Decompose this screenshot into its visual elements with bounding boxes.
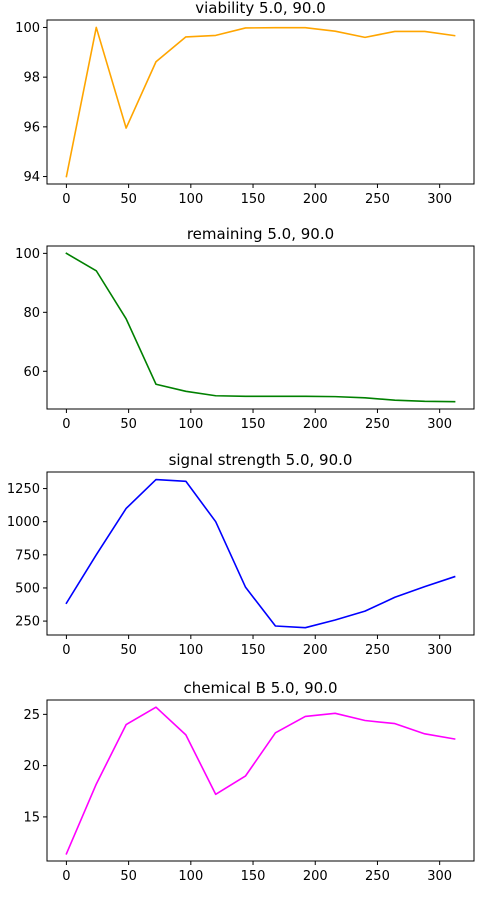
axes-frame [46, 19, 475, 185]
y-tick-label: 80 [23, 306, 40, 321]
chart-title: viability 5.0, 90.0 [195, 0, 326, 17]
x-tick-label: 150 [241, 869, 266, 884]
x-tick-label: 250 [365, 869, 390, 884]
x-tick-label: 100 [178, 192, 203, 207]
x-tick-label: 100 [178, 869, 203, 884]
y-tick-label: 250 [15, 615, 40, 630]
subplot-3: signal strength 5.0, 90.0 0 50 100 150 200 250… [7, 451, 475, 658]
x-tick-label: 200 [303, 417, 328, 432]
x-tick-label: 150 [241, 643, 266, 658]
chart-title: remaining 5.0, 90.0 [187, 225, 334, 243]
x-tick-label: 0 [62, 417, 70, 432]
x-tick-label: 250 [365, 417, 390, 432]
x-tick-label: 0 [62, 869, 70, 884]
x-tick-label: 200 [303, 192, 328, 207]
chart-title: chemical B 5.0, 90.0 [184, 679, 338, 697]
series-line [65, 252, 456, 403]
axes-frame [46, 245, 475, 410]
y-tick-label: 25 [23, 708, 40, 723]
x-tick-label: 100 [178, 417, 203, 432]
x-tick-label: 50 [120, 417, 137, 432]
series-line [65, 478, 456, 629]
subplot-4: chemical B 5.0, 90.0 0 50 100 150 200 250 300 15… [23, 679, 475, 884]
x-tick-label: 50 [120, 192, 137, 207]
x-tick-label: 250 [365, 643, 390, 658]
x-tick-label: 250 [365, 192, 390, 207]
x-tick-label: 100 [178, 643, 203, 658]
x-tick-label: 300 [427, 192, 452, 207]
x-tick-label: 200 [303, 643, 328, 658]
x-tick-label: 50 [120, 869, 137, 884]
x-tick-label: 200 [303, 869, 328, 884]
series-line [65, 26, 456, 178]
y-tick-label: 96 [23, 120, 40, 135]
subplot-2: remaining 5.0, 90.0 0 50 100 150 200 250 300 60 8… [15, 225, 475, 432]
y-tick-label: 20 [23, 759, 40, 774]
x-tick-label: 50 [120, 643, 137, 658]
y-tick-label: 60 [23, 365, 40, 380]
x-tick-label: 150 [241, 417, 266, 432]
y-tick-label: 500 [15, 581, 40, 596]
y-tick-label: 15 [23, 810, 40, 825]
subplot-1: viability 5.0, 90.0 0 50 100 150 200 250 300 94 9… [15, 0, 475, 207]
axes-frame [46, 699, 475, 862]
x-tick-label: 0 [62, 643, 70, 658]
y-tick-label: 1250 [7, 482, 40, 497]
x-tick-label: 300 [427, 417, 452, 432]
axes-frame [46, 471, 475, 636]
y-tick-label: 750 [15, 548, 40, 563]
x-tick-label: 300 [427, 869, 452, 884]
series-line [65, 706, 456, 855]
y-tick-label: 100 [15, 21, 40, 36]
x-tick-label: 0 [62, 192, 70, 207]
y-tick-label: 100 [15, 247, 40, 262]
x-tick-label: 300 [427, 643, 452, 658]
chart-title: signal strength 5.0, 90.0 [169, 451, 353, 469]
y-tick-label: 1000 [7, 515, 40, 530]
y-tick-label: 94 [23, 170, 40, 185]
y-tick-label: 98 [23, 71, 40, 86]
x-tick-label: 150 [241, 192, 266, 207]
